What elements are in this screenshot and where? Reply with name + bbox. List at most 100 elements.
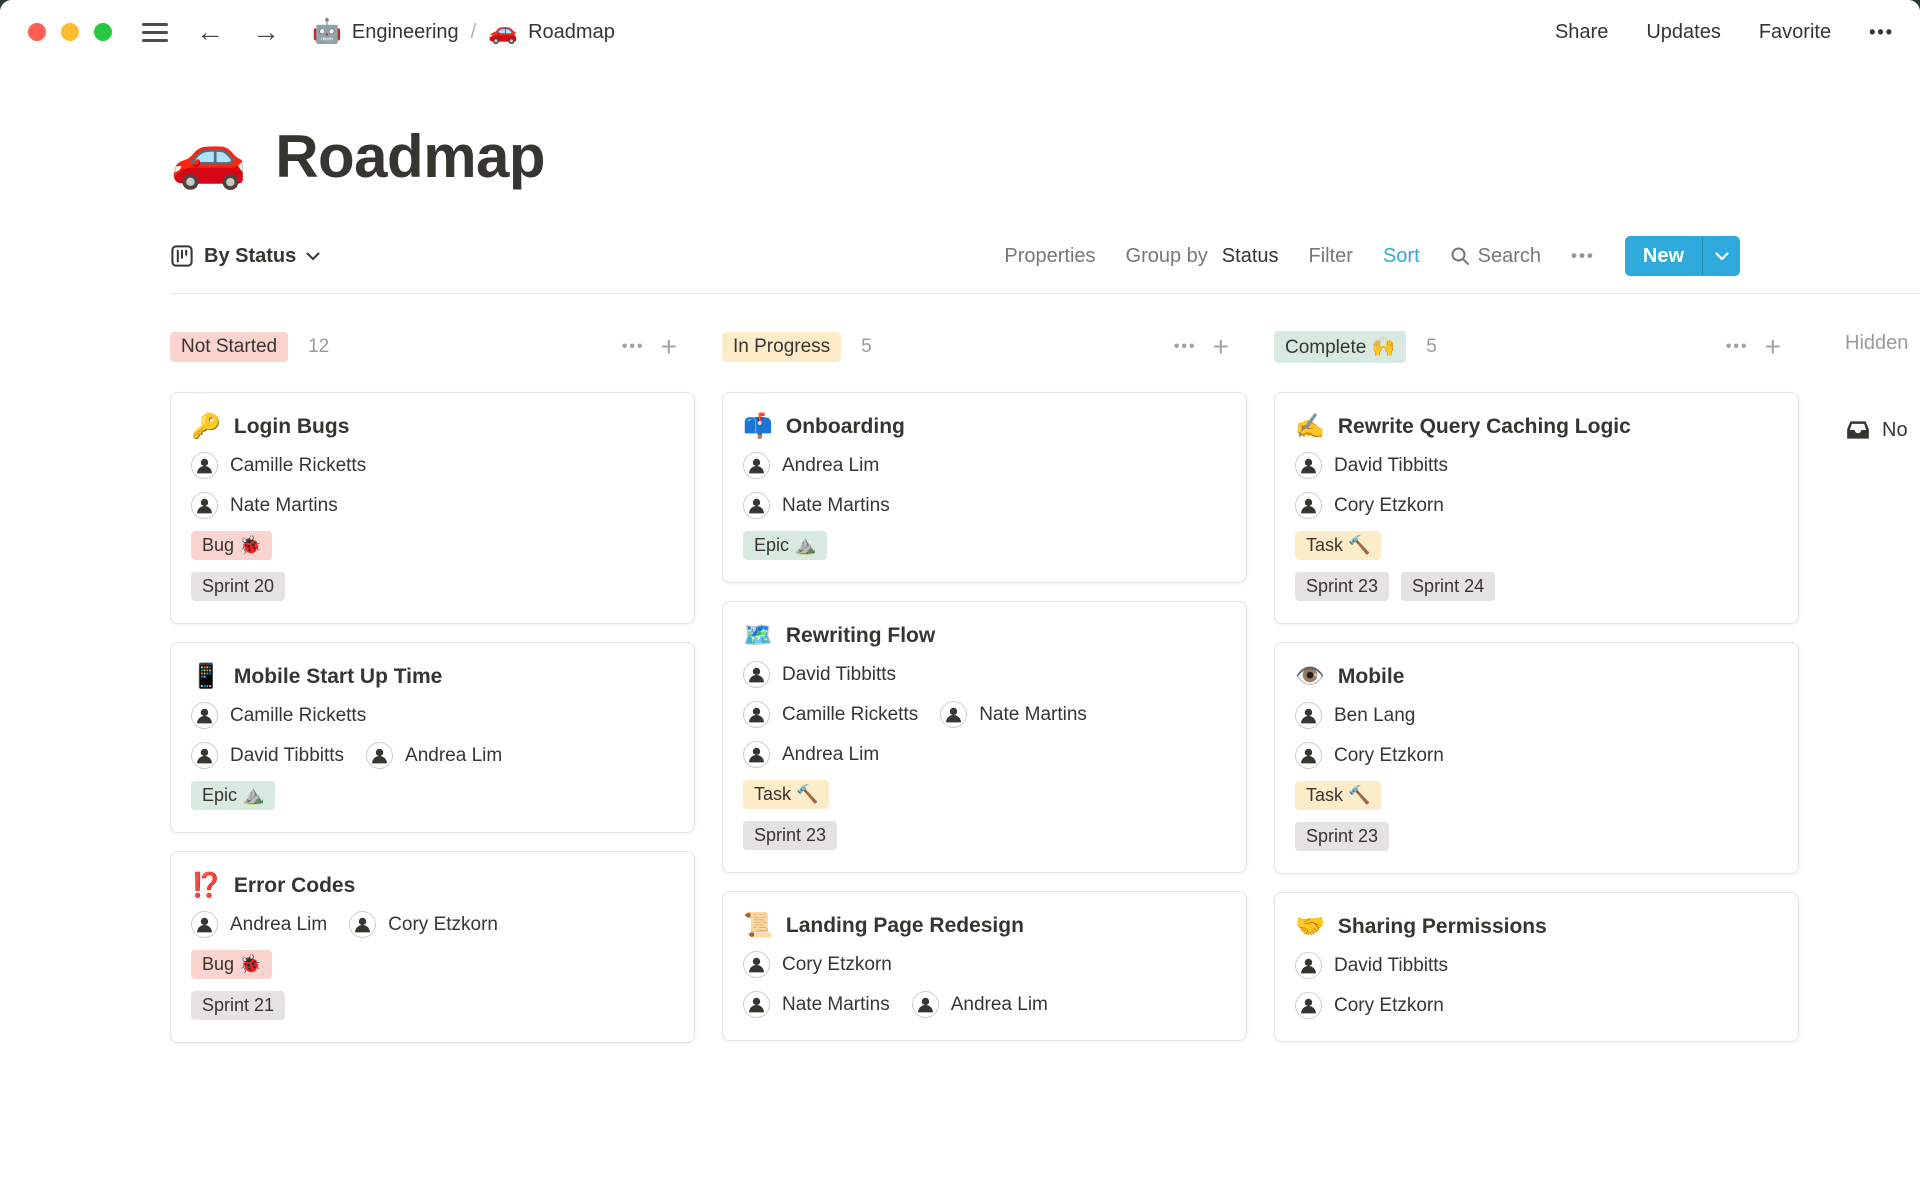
tag-badge: Task 🔨 — [1295, 531, 1382, 560]
tag-row: Sprint 23 — [1295, 822, 1778, 851]
card-title-row: 📜 Landing Page Redesign — [743, 914, 1226, 938]
group-add-icon[interactable]: + — [1764, 331, 1781, 362]
assignee-name: Cory Etzkorn — [388, 913, 498, 935]
tag-badge: Sprint 23 — [1295, 572, 1390, 601]
avatar-icon — [743, 741, 770, 768]
board-card[interactable]: ✍️ Rewrite Query Caching Logic David Tibbi… — [1274, 392, 1799, 624]
card-emoji-icon: 🔑 — [191, 413, 221, 440]
board-card[interactable]: 📜 Landing Page Redesign Cory Etzkorn Nate M… — [722, 891, 1247, 1041]
group-count: 5 — [1426, 336, 1437, 357]
group-add-icon[interactable]: + — [1212, 331, 1229, 362]
tag-row: Bug 🐞 — [191, 531, 674, 560]
avatar-icon — [366, 742, 394, 769]
assignee-row: Andrea Lim Cory Etzkorn — [191, 911, 674, 938]
assignee-name: Nate Martins — [230, 494, 338, 516]
card-title: Rewrite Query Caching Logic — [1337, 415, 1631, 438]
view-switcher[interactable]: By Status — [170, 244, 320, 268]
group-more-icon[interactable]: ••• — [621, 338, 645, 355]
hidden-groups-label[interactable]: Hidden — [1845, 332, 1909, 354]
group-add-icon[interactable]: + — [660, 331, 677, 362]
sort-button[interactable]: Sort — [1382, 244, 1420, 267]
assignee-name: Ben Lang — [1334, 704, 1416, 726]
card-title-row: 📫 Onboarding — [743, 415, 1226, 439]
board-card[interactable]: 🔑 Login Bugs Camille Ricketts Nate Martins B… — [170, 392, 695, 624]
board-card[interactable]: ⁉️ Error Codes Andrea Lim Cory Etzkorn Bug 🐞… — [170, 851, 695, 1043]
assignee-row: Andrea Lim — [743, 452, 1226, 479]
view-switcher-label: By Status — [204, 244, 297, 267]
assignee: Cory Etzkorn — [743, 951, 892, 978]
assignee-name: David Tibbitts — [782, 663, 897, 685]
group-more-icon[interactable]: ••• — [1725, 338, 1749, 355]
toolbar-more-icon[interactable]: ••• — [1571, 246, 1595, 265]
assignee-name: Andrea Lim — [950, 993, 1048, 1015]
assignee-row: David Tibbitts — [743, 661, 1226, 688]
no-status-label: No — [1882, 418, 1908, 441]
card-emoji-icon: 🗺️ — [743, 622, 773, 649]
card-title-row: 📱 Mobile Start Up Time — [191, 665, 674, 689]
more-options-icon[interactable]: ••• — [1869, 21, 1894, 42]
search-button[interactable]: Search — [1450, 245, 1541, 268]
board-card[interactable]: 👁️ Mobile Ben Lang Cory Etzkorn Task 🔨 Sprint… — [1274, 642, 1799, 874]
car-emoji-icon: 🚗 — [488, 18, 519, 45]
assignee-row: Nate Martins — [743, 492, 1226, 519]
page-car-emoji-icon[interactable]: 🚗 — [170, 121, 248, 191]
avatar-icon — [743, 701, 770, 728]
share-button[interactable]: Share — [1554, 20, 1609, 43]
avatar-icon — [191, 492, 218, 519]
avatar-icon — [743, 991, 770, 1018]
page-title[interactable]: Roadmap — [275, 123, 546, 190]
assignee-name: Andrea Lim — [230, 913, 328, 935]
card-emoji-icon: ⁉️ — [191, 872, 221, 899]
properties-button[interactable]: Properties — [1004, 244, 1096, 267]
assignee-name: David Tibbitts — [1334, 454, 1449, 476]
breadcrumb-page[interactable]: 🚗 Roadmap — [488, 20, 615, 44]
tag-row: Epic ⛰️ — [743, 531, 1226, 560]
board-column: In Progress 5 ••• + 📫 Onboarding Andrea Lim Nat… — [722, 330, 1247, 1059]
window-topbar: ← → 🤖 Engineering / 🚗 Roadmap Share Upda… — [0, 0, 1920, 64]
column-header: Not Started 12 ••• + — [170, 330, 695, 364]
tag-badge: Sprint 23 — [743, 821, 838, 850]
view-toolbar: By Status Properties Group by Status Fil… — [170, 235, 1740, 277]
assignee-row: David Tibbitts — [1295, 452, 1778, 479]
new-dropdown-button[interactable] — [1702, 236, 1740, 276]
breadcrumb-workspace[interactable]: 🤖 Engineering — [312, 20, 459, 44]
group-name-badge[interactable]: Complete 🙌 — [1274, 331, 1407, 363]
search-label: Search — [1477, 244, 1542, 267]
favorite-button[interactable]: Favorite — [1758, 20, 1832, 43]
filter-button[interactable]: Filter — [1308, 244, 1353, 267]
close-window-button[interactable] — [28, 23, 46, 41]
group-name-badge[interactable]: Not Started — [170, 332, 289, 362]
tag-badge: Task 🔨 — [1295, 781, 1382, 810]
no-status-group[interactable]: No — [1845, 417, 1920, 443]
group-by-button[interactable]: Group by Status — [1126, 245, 1279, 268]
card-title: Login Bugs — [233, 415, 350, 438]
board-card[interactable]: 📱 Mobile Start Up Time Camille Ricketts Dav… — [170, 642, 695, 833]
traffic-lights — [28, 23, 112, 41]
assignee-row: Cory Etzkorn — [1295, 742, 1778, 769]
assignee-row: Camille Ricketts — [191, 702, 674, 729]
minimize-window-button[interactable] — [61, 23, 79, 41]
back-arrow-icon[interactable]: ← — [196, 16, 224, 47]
zoom-window-button[interactable] — [94, 23, 112, 41]
assignee-row: Camille Ricketts — [191, 452, 674, 479]
tag-badge: Sprint 20 — [191, 572, 286, 601]
tag-row: Sprint 20 — [191, 572, 674, 601]
group-name-badge[interactable]: In Progress — [722, 332, 842, 362]
avatar-icon — [1295, 992, 1322, 1019]
new-button[interactable]: New — [1642, 244, 1684, 267]
new-button-group: New — [1624, 236, 1740, 276]
avatar-icon — [1295, 702, 1322, 729]
avatar-icon — [191, 702, 218, 729]
forward-arrow-icon[interactable]: → — [252, 16, 280, 47]
board-card[interactable]: 📫 Onboarding Andrea Lim Nate Martins Epic ⛰️ — [722, 392, 1247, 583]
avatar-icon — [911, 991, 939, 1018]
updates-button[interactable]: Updates — [1646, 20, 1721, 43]
tag-badge: Epic ⛰️ — [191, 781, 276, 810]
board-card[interactable]: 🤝 Sharing Permissions David Tibbitts Cory E… — [1274, 892, 1799, 1042]
sidebar-toggle-icon[interactable] — [142, 22, 168, 42]
card-title: Rewriting Flow — [785, 624, 936, 647]
card-title-row: ⁉️ Error Codes — [191, 874, 674, 898]
board-card[interactable]: 🗺️ Rewriting Flow David Tibbitts Camille Ri… — [722, 601, 1247, 873]
assignee-name: Cory Etzkorn — [782, 953, 892, 975]
group-more-icon[interactable]: ••• — [1173, 338, 1197, 355]
